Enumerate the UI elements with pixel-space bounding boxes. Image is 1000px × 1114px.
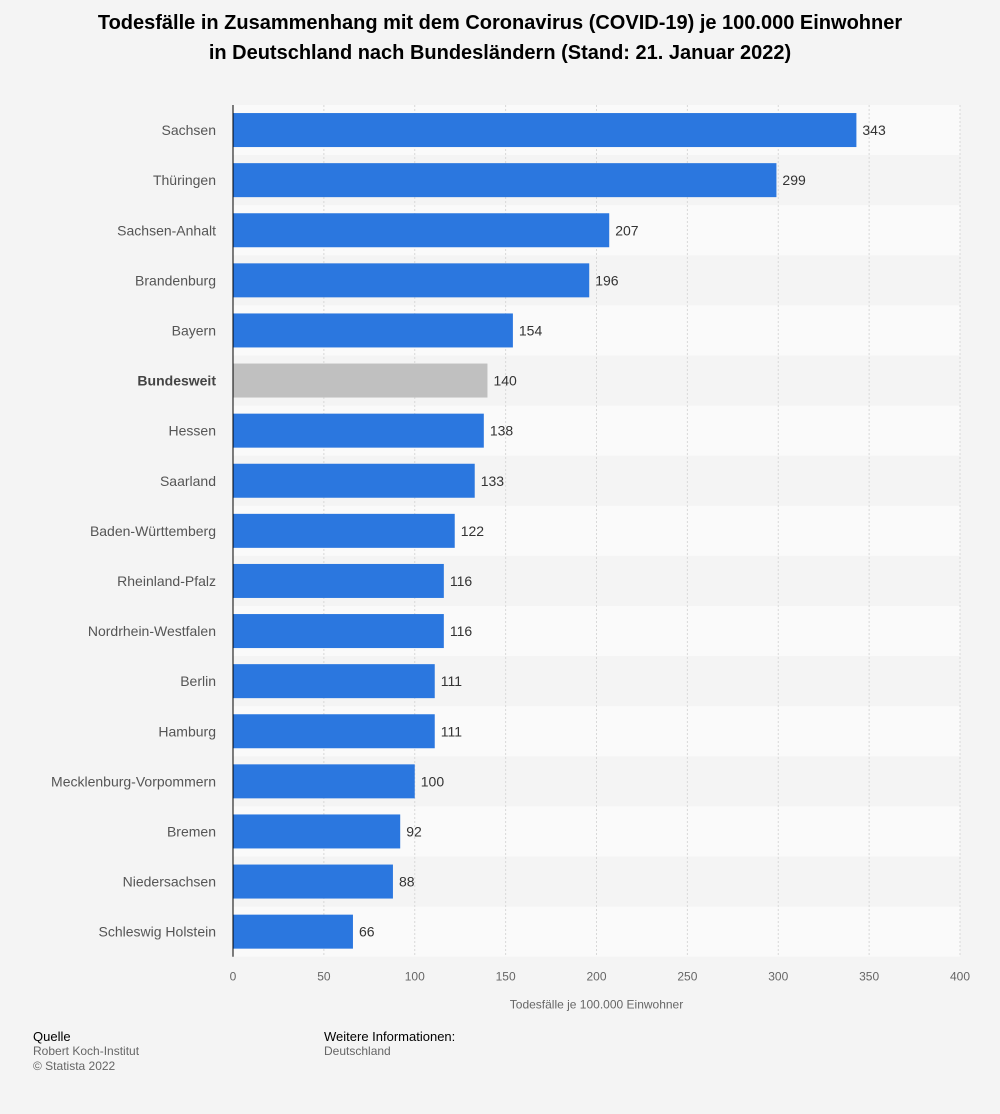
value-labels: 343 299 207 196 154 140 138 133 122 116 116 111 111 1… xyxy=(359,122,886,940)
copyright: © Statista 2022 xyxy=(33,1059,116,1073)
value-label: 133 xyxy=(481,473,505,489)
value-label: 116 xyxy=(450,623,473,639)
bar-thüringen xyxy=(233,163,777,198)
bar-nordrhein-westfalen xyxy=(233,614,444,649)
category-label: Baden-Württemberg xyxy=(90,523,216,539)
bar-sachsen-anhalt xyxy=(233,213,610,248)
x-axis-label: Todesfälle je 100.000 Einwohner xyxy=(510,998,683,1012)
chart-title: Todesfälle in Zusammenhang mit dem Coron… xyxy=(40,8,960,68)
category-label: Bremen xyxy=(167,823,216,839)
value-label: 140 xyxy=(493,373,517,389)
category-label: Berlin xyxy=(180,673,216,689)
x-tick-labels: 0 50 100 150 200 250 300 350 400 xyxy=(230,970,971,984)
x-tick-label: 400 xyxy=(950,970,970,984)
value-label: 116 xyxy=(450,573,473,589)
footer-source: Quelle Robert Koch-Institut © Statista 2… xyxy=(33,1029,139,1074)
category-label: Nordrhein-Westfalen xyxy=(88,623,216,639)
category-label: Brandenburg xyxy=(135,272,216,288)
x-tick-label: 200 xyxy=(586,970,606,984)
x-tick-label: 300 xyxy=(768,970,788,984)
category-label: Sachsen xyxy=(162,122,216,138)
bar-niedersachsen xyxy=(233,864,393,899)
value-label: 100 xyxy=(421,773,445,789)
bar-bundesweit xyxy=(233,363,488,398)
category-label: Rheinland-Pfalz xyxy=(117,573,216,589)
x-tick-label: 100 xyxy=(405,970,425,984)
value-label: 111 xyxy=(441,673,462,689)
footer-info: Weitere Informationen: Deutschland xyxy=(324,1029,455,1059)
value-label: 92 xyxy=(406,823,422,839)
value-label: 88 xyxy=(399,874,415,890)
x-tick-label: 250 xyxy=(677,970,697,984)
value-label: 154 xyxy=(519,322,543,338)
value-label: 343 xyxy=(862,122,886,138)
category-label: Saarland xyxy=(160,473,216,489)
bar-brandenburg xyxy=(233,263,590,298)
category-label: Sachsen-Anhalt xyxy=(117,222,216,238)
bars xyxy=(233,113,857,949)
value-label: 138 xyxy=(490,423,514,439)
chart-title-line-2: in Deutschland nach Bundesländern (Stand… xyxy=(208,42,792,64)
category-label: Schleswig Holstein xyxy=(99,924,217,940)
bar-hamburg xyxy=(233,714,435,749)
bar-bayern xyxy=(233,313,513,348)
value-label: 66 xyxy=(359,924,375,940)
bar-berlin xyxy=(233,664,435,699)
bar-hessen xyxy=(233,413,484,448)
source-label: Quelle xyxy=(33,1029,71,1044)
bar-chart: Sachsen Thüringen Sachsen-Anhalt Brandenbur… xyxy=(51,105,971,1012)
chart-title-line-1: Todesfälle in Zusammenhang mit dem Coron… xyxy=(97,12,903,34)
category-label: Hamburg xyxy=(158,723,216,739)
category-label: Niedersachsen xyxy=(123,874,216,890)
category-label: Mecklenburg-Vorpommern xyxy=(51,773,216,789)
bar-baden-württemberg xyxy=(233,513,455,548)
category-label: Bundesweit xyxy=(137,373,216,389)
bar-bremen xyxy=(233,814,401,849)
category-label: Hessen xyxy=(169,423,216,439)
x-tick-label: 350 xyxy=(859,970,879,984)
value-label: 207 xyxy=(615,222,639,238)
value-label: 196 xyxy=(595,272,619,288)
x-tick-label: 150 xyxy=(496,970,516,984)
bar-sachsen xyxy=(233,113,857,148)
x-tick-label: 0 xyxy=(230,970,237,984)
category-labels: Sachsen Thüringen Sachsen-Anhalt Brandenbur… xyxy=(51,122,216,940)
source-name[interactable]: Robert Koch-Institut xyxy=(33,1044,140,1058)
category-label: Thüringen xyxy=(153,172,216,188)
info-value: Deutschland xyxy=(324,1044,391,1058)
value-label: 111 xyxy=(441,723,462,739)
bar-schleswig-holstein xyxy=(233,914,353,949)
x-tick-label: 50 xyxy=(317,970,331,984)
info-label: Weitere Informationen: xyxy=(324,1029,456,1044)
category-label: Bayern xyxy=(172,322,216,338)
bar-rheinland-pfalz xyxy=(233,563,444,598)
value-label: 299 xyxy=(782,172,806,188)
bar-saarland xyxy=(233,463,475,498)
value-label: 122 xyxy=(461,523,485,539)
bar-mecklenburg-vorpommern xyxy=(233,764,415,799)
